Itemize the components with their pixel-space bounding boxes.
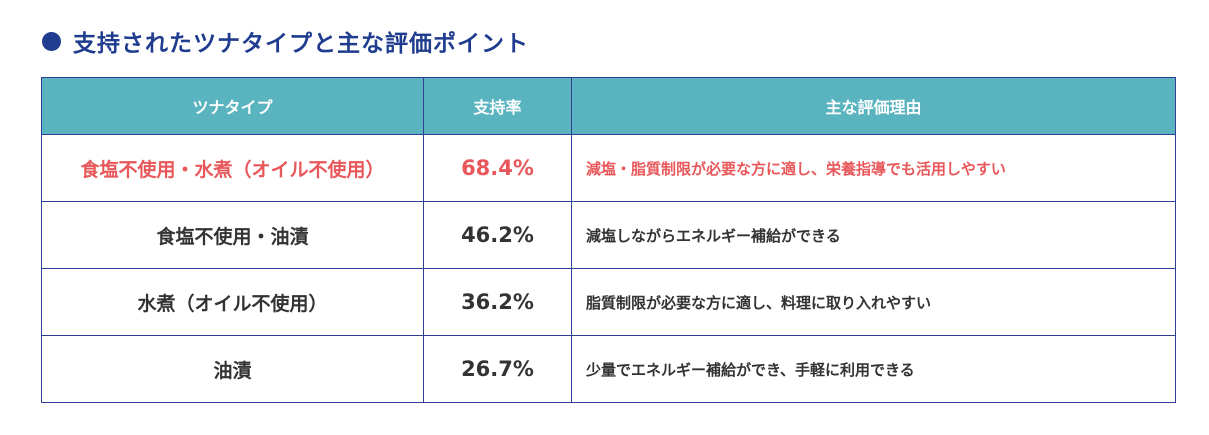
table-row: 油漬 26.7% 少量でエネルギー補給ができ、手軽に利用できる bbox=[41, 335, 1176, 403]
reason-cell: 減塩・脂質制限が必要な方に適し、栄養指導でも活用しやすい bbox=[571, 134, 1176, 202]
reason-cell: 減塩しながらエネルギー補給ができる bbox=[571, 201, 1176, 269]
support-rate-cell: 68.4% bbox=[423, 134, 572, 202]
header-support-rate: 支持率 bbox=[423, 77, 572, 135]
reason-cell: 脂質制限が必要な方に適し、料理に取り入れやすい bbox=[571, 268, 1176, 336]
tuna-type-cell: 油漬 bbox=[41, 335, 424, 403]
table-header-row: ツナタイプ 支持率 主な評価理由 bbox=[41, 77, 1176, 135]
table-row: 食塩不使用・油漬 46.2% 減塩しながらエネルギー補給ができる bbox=[41, 201, 1176, 269]
tuna-type-cell: 水煮（オイル不使用） bbox=[41, 268, 424, 336]
header-main-reason: 主な評価理由 bbox=[571, 77, 1176, 135]
table-row: 食塩不使用・水煮（オイル不使用） 68.4% 減塩・脂質制限が必要な方に適し、栄… bbox=[41, 134, 1176, 202]
header-tuna-type: ツナタイプ bbox=[41, 77, 424, 135]
tuna-type-cell: 食塩不使用・水煮（オイル不使用） bbox=[41, 134, 424, 202]
reason-cell: 少量でエネルギー補給ができ、手軽に利用できる bbox=[571, 335, 1176, 403]
support-rate-cell: 36.2% bbox=[423, 268, 572, 336]
section-title: 支持されたツナタイプと主な評価ポイント bbox=[73, 31, 529, 57]
support-rate-cell: 26.7% bbox=[423, 335, 572, 403]
table-row: 水煮（オイル不使用） 36.2% 脂質制限が必要な方に適し、料理に取り入れやすい bbox=[41, 268, 1176, 336]
section-heading: 支持されたツナタイプと主な評価ポイント bbox=[42, 24, 529, 58]
tuna-support-table: ツナタイプ 支持率 主な評価理由 食塩不使用・水煮（オイル不使用） 68.4% … bbox=[41, 77, 1176, 403]
tuna-type-cell: 食塩不使用・油漬 bbox=[41, 201, 424, 269]
support-rate-cell: 46.2% bbox=[423, 201, 572, 269]
bullet-dot-icon bbox=[42, 31, 61, 51]
